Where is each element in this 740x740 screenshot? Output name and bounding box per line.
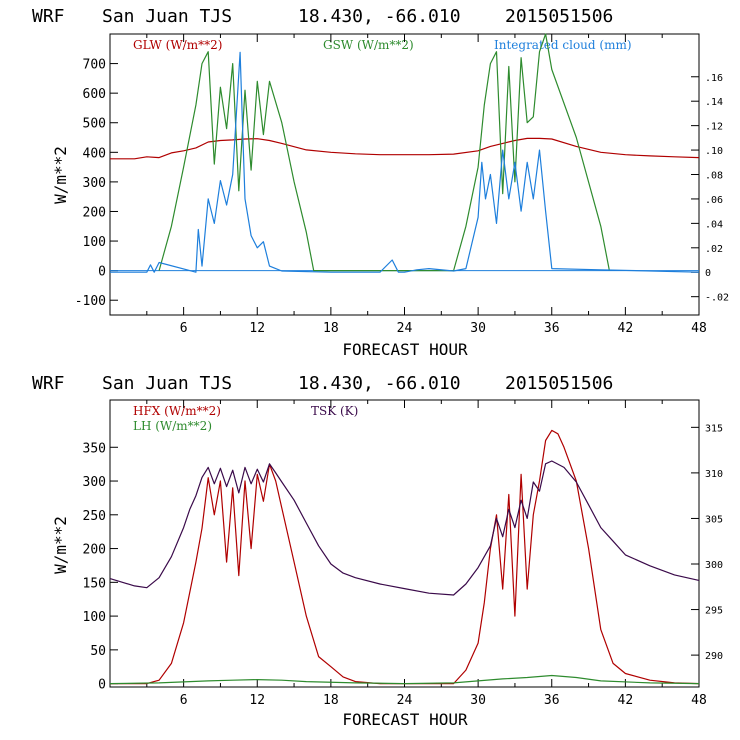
x-tick-label: 18 — [323, 693, 339, 708]
x-tick-label: 42 — [618, 693, 634, 708]
chart-1-legend-glw: GLW (W/m**2) — [133, 38, 222, 52]
x-tick-label: 12 — [249, 321, 265, 336]
chart-1-title-run: 2015051506 — [505, 6, 613, 27]
chart-1-ylabel: W/m**2 — [51, 146, 70, 204]
right-tick-label: .14 — [705, 97, 723, 108]
chart-2-title-coords: 18.430, -66.010 — [298, 373, 461, 394]
x-tick-label: 30 — [470, 321, 486, 336]
y-tick-label: 200 — [83, 205, 106, 220]
x-tick-label: 42 — [618, 321, 634, 336]
chart-2-title-run: 2015051506 — [505, 373, 613, 394]
series-line-0-1 — [158, 33, 610, 272]
right-tick-label: .16 — [705, 73, 723, 84]
chart-2-x-axis: 6 12 18 24 30 36 42 48 — [109, 400, 707, 708]
chart-1-legend-gsw: GSW (W/m**2) — [323, 38, 414, 52]
chart-2-ylabel: W/m**2 — [51, 516, 70, 574]
right-tick-label: .12 — [705, 122, 723, 133]
y-tick-label: 300 — [83, 176, 106, 191]
chart-1-title-coords: 18.430, -66.010 — [298, 6, 461, 27]
y-tick-label: 400 — [83, 146, 106, 161]
y-tick-label: 250 — [83, 509, 106, 524]
y-tick-label: 50 — [90, 644, 106, 659]
y-tick-label: 0 — [98, 265, 106, 280]
chart-2-title-model: WRF — [32, 373, 65, 394]
chart-1-series — [110, 33, 700, 273]
y-tick-label: 500 — [83, 117, 106, 132]
right-tick-label: 0 — [705, 268, 711, 279]
right-tick-label: -.02 — [705, 293, 729, 304]
chart-2-title-station: San Juan TJS — [102, 373, 232, 394]
chart-2-series — [109, 429, 700, 685]
x-tick-label: 36 — [544, 321, 560, 336]
chart-2-legend-lh: LH (W/m**2) — [133, 419, 212, 433]
chart-1-y-axis: -100 0 100 200 300 400 500 600 700 — [75, 58, 118, 309]
chart-1-legend-cloud: Integrated cloud (mm) — [494, 38, 632, 52]
x-tick-label: 48 — [691, 321, 707, 336]
chart-2-plot-frame — [109, 399, 700, 688]
y-tick-label: 150 — [83, 576, 106, 591]
chart-2-right-axis: 290 295 300 305 310 315 — [691, 423, 723, 662]
x-tick-label: 48 — [691, 693, 707, 708]
series-line-1-0 — [110, 429, 700, 685]
y-tick-label: 100 — [83, 235, 106, 250]
chart-2-legend-hfx: HFX (W/m**2) — [133, 404, 221, 418]
chart-2-xlabel: FORECAST HOUR — [342, 710, 468, 729]
chart-1-x-axis: 6 12 18 24 30 36 42 48 — [109, 34, 707, 336]
chart-1-right-axis: -.02 0 .02 .04 .06 .08 .10 .12 .14 .16 — [691, 73, 729, 304]
chart-1-xlabel: FORECAST HOUR — [342, 340, 468, 359]
right-tick-label: 300 — [705, 560, 723, 571]
y-tick-label: 350 — [83, 441, 106, 456]
y-tick-label: 200 — [83, 543, 106, 558]
right-tick-label: 290 — [705, 651, 723, 662]
series-line-1-2 — [109, 460, 700, 596]
chart-1-title-model: WRF — [32, 6, 65, 27]
x-tick-label: 6 — [180, 321, 188, 336]
x-tick-label: 6 — [180, 693, 188, 708]
x-tick-label: 24 — [397, 321, 413, 336]
y-tick-label: 100 — [83, 610, 106, 625]
y-tick-label: 600 — [83, 87, 106, 102]
x-tick-label: 36 — [544, 693, 560, 708]
right-tick-label: .08 — [705, 171, 723, 182]
chart-2-legend-tsk: TSK (K) — [311, 404, 358, 418]
chart-2-y-axis: 0 50 100 150 200 250 300 350 — [83, 441, 118, 693]
x-tick-label: 18 — [323, 321, 339, 336]
right-tick-label: 315 — [705, 423, 723, 434]
y-tick-label: 0 — [98, 678, 106, 693]
right-tick-label: .10 — [705, 146, 723, 157]
y-tick-label: -100 — [75, 294, 106, 309]
chart-2: WRF San Juan TJS 18.430, -66.010 2015051… — [32, 373, 723, 729]
chart-1-plot-frame — [109, 33, 700, 316]
right-tick-label: 305 — [705, 514, 723, 525]
series-line-0-2 — [110, 51, 700, 273]
chart-1: WRF San Juan TJS 18.430, -66.010 2015051… — [32, 6, 729, 359]
right-tick-label: .04 — [705, 219, 723, 230]
right-tick-label: .06 — [705, 195, 723, 206]
y-tick-label: 300 — [83, 475, 106, 490]
right-tick-label: .02 — [705, 244, 723, 255]
x-tick-label: 12 — [249, 693, 265, 708]
series-line-1-1 — [109, 674, 700, 685]
right-tick-label: 295 — [705, 606, 723, 617]
series-line-0-0 — [110, 137, 700, 160]
x-tick-label: 24 — [397, 693, 413, 708]
x-tick-label: 30 — [470, 693, 486, 708]
y-tick-label: 700 — [83, 58, 106, 73]
chart-1-title-station: San Juan TJS — [102, 6, 232, 27]
right-tick-label: 310 — [705, 469, 723, 480]
